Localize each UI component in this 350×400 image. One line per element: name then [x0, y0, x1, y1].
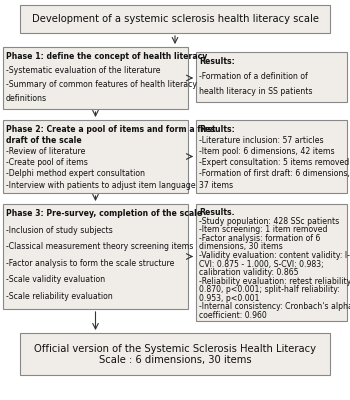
Text: -Literature inclusion: 57 articles: -Literature inclusion: 57 articles	[199, 136, 324, 145]
Text: health literacy in SS patients: health literacy in SS patients	[199, 86, 313, 96]
Text: -Review of literature: -Review of literature	[6, 147, 85, 156]
Text: -Create pool of items: -Create pool of items	[6, 158, 88, 167]
Bar	[3, 204, 188, 309]
Text: Phase 1: define the concept of health literacy: Phase 1: define the concept of health li…	[6, 52, 207, 61]
Text: 37 items: 37 items	[199, 180, 233, 190]
Bar	[20, 5, 330, 33]
Text: Phase 3: Pre-survey, completion of the scale: Phase 3: Pre-survey, completion of the s…	[6, 210, 202, 218]
Text: -Scale reliability evaluation: -Scale reliability evaluation	[6, 292, 113, 301]
Text: -Reliability evaluation: retest reliability:: -Reliability evaluation: retest reliabil…	[199, 276, 350, 286]
Text: -Factor analysis: formation of 6: -Factor analysis: formation of 6	[199, 234, 320, 243]
Text: CVI: 0.875 - 1.000, S-CVI: 0.983;: CVI: 0.875 - 1.000, S-CVI: 0.983;	[199, 260, 324, 268]
Text: draft of the scale: draft of the scale	[6, 136, 82, 145]
Bar	[20, 333, 330, 375]
Text: -Item pool: 6 dimensions, 42 items: -Item pool: 6 dimensions, 42 items	[199, 147, 335, 156]
Bar	[3, 47, 188, 109]
Bar	[3, 120, 188, 193]
Text: definitions: definitions	[6, 94, 47, 103]
Text: -Scale validity evaluation: -Scale validity evaluation	[6, 276, 105, 284]
Bar	[196, 52, 347, 102]
Text: -Internal consistency: Cronbach's alpha: -Internal consistency: Cronbach's alpha	[199, 302, 350, 311]
Text: -Interview with patients to adjust item language: -Interview with patients to adjust item …	[6, 180, 196, 190]
Text: -Validity evaluation: content validity: I-: -Validity evaluation: content validity: …	[199, 251, 350, 260]
Bar	[196, 204, 347, 321]
Text: -Formation of a definition of: -Formation of a definition of	[199, 72, 308, 81]
Text: coefficient: 0.960: coefficient: 0.960	[199, 311, 267, 320]
Text: Results.: Results.	[199, 208, 234, 217]
Text: dimensions, 30 items: dimensions, 30 items	[199, 242, 283, 252]
Text: Development of a systemic sclerosis health literacy scale: Development of a systemic sclerosis heal…	[32, 14, 318, 24]
Text: calibration validity: 0.865: calibration validity: 0.865	[199, 268, 299, 277]
Text: -Systematic evaluation of the literature: -Systematic evaluation of the literature	[6, 66, 161, 75]
Text: Results:: Results:	[199, 57, 235, 66]
Text: -Formation of first draft: 6 dimensions,: -Formation of first draft: 6 dimensions,	[199, 169, 350, 178]
Text: Results:: Results:	[199, 125, 235, 134]
Text: -Inclusion of study subjects: -Inclusion of study subjects	[6, 226, 113, 235]
Text: -Study population: 428 SSc patients: -Study population: 428 SSc patients	[199, 217, 339, 226]
Text: -Item screening: 1 item removed: -Item screening: 1 item removed	[199, 225, 328, 234]
Text: 0.870, p<0.001; split-half reliability:: 0.870, p<0.001; split-half reliability:	[199, 285, 340, 294]
Text: Phase 2: Create a pool of items and form a first: Phase 2: Create a pool of items and form…	[6, 125, 216, 134]
Text: -Delphi method expert consultation: -Delphi method expert consultation	[6, 169, 145, 178]
Text: Official version of the Systemic Sclerosis Health Literacy: Official version of the Systemic Scleros…	[34, 344, 316, 354]
Bar	[196, 120, 347, 193]
Text: 0.953, p<0.001: 0.953, p<0.001	[199, 294, 259, 303]
Text: -Factor analysis to form the scale structure: -Factor analysis to form the scale struc…	[6, 259, 174, 268]
Text: -Summary of common features of health literacy: -Summary of common features of health li…	[6, 80, 197, 89]
Text: -Classical measurement theory screening items: -Classical measurement theory screening …	[6, 242, 193, 252]
Text: Scale : 6 dimensions, 30 items: Scale : 6 dimensions, 30 items	[99, 355, 251, 365]
Text: -Expert consultation: 5 items removed: -Expert consultation: 5 items removed	[199, 158, 349, 167]
